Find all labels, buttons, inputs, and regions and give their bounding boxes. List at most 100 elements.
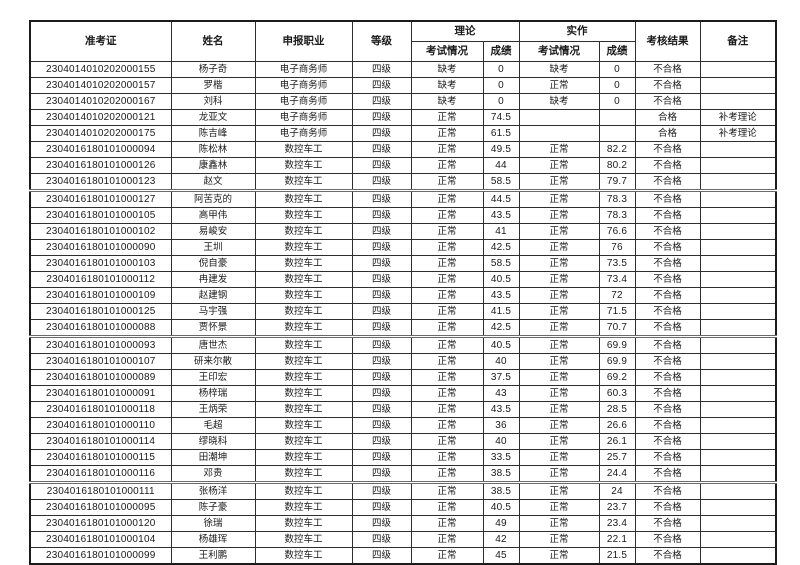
cell-practical-exam-status: 正常 bbox=[518, 417, 600, 434]
table-row: 2304014010202000157 罗楷 电子商务师 四级 缺考 0 正常 … bbox=[29, 77, 777, 94]
cell-result: 不合格 bbox=[634, 141, 701, 158]
cell-admission-number: 2304016180101000118 bbox=[29, 401, 172, 418]
cell-occupation: 数控车工 bbox=[254, 287, 353, 304]
cell-remark bbox=[699, 141, 777, 158]
cell-level: 四级 bbox=[351, 189, 412, 208]
cell-theory-score: 38.5 bbox=[482, 481, 520, 500]
cell-name: 倪自豪 bbox=[170, 255, 256, 272]
cell-remark bbox=[699, 515, 777, 532]
table-row: 2304016180101000125 马宇强 数控车工 四级 正常 41.5 … bbox=[29, 303, 777, 320]
cell-practical-score: 70.7 bbox=[598, 319, 636, 337]
cell-occupation: 数控车工 bbox=[254, 157, 353, 174]
cell-name: 缪晓科 bbox=[170, 433, 256, 450]
cell-practical-exam-status: 正常 bbox=[518, 287, 600, 304]
cell-remark bbox=[699, 353, 777, 370]
cell-name: 徐瑞 bbox=[170, 515, 256, 532]
cell-practical-score: 73.5 bbox=[598, 255, 636, 272]
col-header-practical-exam-status: 考试情况 bbox=[518, 41, 600, 62]
cell-name: 冉建发 bbox=[170, 271, 256, 288]
cell-result: 不合格 bbox=[634, 385, 701, 402]
cell-practical-exam-status: 正常 bbox=[518, 515, 600, 532]
cell-practical-score bbox=[598, 125, 636, 142]
cell-result: 不合格 bbox=[634, 335, 701, 354]
cell-level: 四级 bbox=[351, 207, 412, 224]
cell-name: 易峻安 bbox=[170, 223, 256, 240]
cell-admission-number: 2304016180101000126 bbox=[29, 157, 172, 174]
cell-level: 四级 bbox=[351, 515, 412, 532]
cell-admission-number: 2304016180101000110 bbox=[29, 417, 172, 434]
cell-theory-exam-status: 正常 bbox=[410, 417, 484, 434]
cell-theory-exam-status: 正常 bbox=[410, 385, 484, 402]
cell-theory-score: 61.5 bbox=[482, 125, 520, 142]
cell-practical-score: 76.6 bbox=[598, 223, 636, 240]
cell-level: 四级 bbox=[351, 353, 412, 370]
cell-theory-exam-status: 正常 bbox=[410, 141, 484, 158]
cell-occupation: 数控车工 bbox=[254, 173, 353, 191]
cell-practical-score: 21.5 bbox=[598, 547, 636, 565]
cell-practical-exam-status: 正常 bbox=[518, 157, 600, 174]
table-row: 2304016180101000112 冉建发 数控车工 四级 正常 40.5 … bbox=[29, 271, 777, 288]
cell-theory-score: 38.5 bbox=[482, 465, 520, 483]
cell-admission-number: 2304016180101000094 bbox=[29, 141, 172, 158]
table-row: 2304016180101000091 杨梓瑞 数控车工 四级 正常 43 正常… bbox=[29, 385, 777, 402]
cell-admission-number: 2304014010202000157 bbox=[29, 77, 172, 94]
cell-practical-score: 0 bbox=[598, 77, 636, 94]
cell-admission-number: 2304016180101000104 bbox=[29, 531, 172, 548]
cell-level: 四级 bbox=[351, 141, 412, 158]
cell-practical-exam-status: 正常 bbox=[518, 77, 600, 94]
cell-theory-score: 40 bbox=[482, 353, 520, 370]
cell-theory-exam-status: 正常 bbox=[410, 515, 484, 532]
cell-remark bbox=[699, 93, 777, 110]
cell-name: 毛超 bbox=[170, 417, 256, 434]
cell-name: 罗楷 bbox=[170, 77, 256, 94]
cell-practical-exam-status: 正常 bbox=[518, 255, 600, 272]
cell-level: 四级 bbox=[351, 61, 412, 78]
cell-theory-score: 40 bbox=[482, 433, 520, 450]
cell-name: 王圳 bbox=[170, 239, 256, 256]
cell-practical-score: 82.2 bbox=[598, 141, 636, 158]
cell-result: 合格 bbox=[634, 109, 701, 126]
cell-practical-exam-status: 正常 bbox=[518, 271, 600, 288]
table-row: 2304016180101000099 王利鹏 数控车工 四级 正常 45 正常… bbox=[29, 547, 777, 565]
table-row: 2304016180101000127 阿苦克的 数控车工 四级 正常 44.5… bbox=[29, 189, 777, 208]
table-row: 2304016180101000126 康鑫林 数控车工 四级 正常 44 正常… bbox=[29, 157, 777, 174]
cell-practical-exam-status: 正常 bbox=[518, 401, 600, 418]
cell-occupation: 数控车工 bbox=[254, 319, 353, 337]
cell-practical-exam-status: 缺考 bbox=[518, 93, 600, 110]
cell-result: 不合格 bbox=[634, 303, 701, 320]
cell-level: 四级 bbox=[351, 547, 412, 565]
table-row: 2304016180101000107 研来尔散 数控车工 四级 正常 40 正… bbox=[29, 353, 777, 370]
table-row: 2304014010202000155 杨子奇 电子商务师 四级 缺考 0 缺考… bbox=[29, 61, 777, 78]
cell-remark bbox=[699, 465, 777, 483]
cell-name: 杨梓瑞 bbox=[170, 385, 256, 402]
cell-remark bbox=[699, 531, 777, 548]
cell-occupation: 数控车工 bbox=[254, 369, 353, 386]
cell-admission-number: 2304016180101000105 bbox=[29, 207, 172, 224]
cell-name: 杨子奇 bbox=[170, 61, 256, 78]
cell-level: 四级 bbox=[351, 287, 412, 304]
cell-remark bbox=[699, 255, 777, 272]
col-header-remark: 备注 bbox=[699, 20, 777, 62]
results-table: 准考证 姓名 申报职业 等级 理论 实作 考核结果 备注 考试情况 成绩 考试情… bbox=[29, 20, 777, 565]
cell-theory-score: 0 bbox=[482, 93, 520, 110]
cell-practical-score: 73.4 bbox=[598, 271, 636, 288]
cell-occupation: 数控车工 bbox=[254, 547, 353, 565]
table-row: 2304016180101000104 杨雄珲 数控车工 四级 正常 42 正常… bbox=[29, 531, 777, 548]
cell-theory-score: 42.5 bbox=[482, 239, 520, 256]
cell-result: 不合格 bbox=[634, 449, 701, 466]
cell-remark bbox=[699, 335, 777, 354]
table-row: 2304016180101000103 倪自豪 数控车工 四级 正常 58.5 … bbox=[29, 255, 777, 272]
cell-remark bbox=[699, 499, 777, 516]
cell-remark bbox=[699, 481, 777, 500]
cell-admission-number: 2304014010202000175 bbox=[29, 125, 172, 142]
cell-theory-score: 40.5 bbox=[482, 499, 520, 516]
cell-result: 不合格 bbox=[634, 189, 701, 208]
cell-theory-exam-status: 正常 bbox=[410, 287, 484, 304]
cell-theory-exam-status: 缺考 bbox=[410, 61, 484, 78]
cell-name: 贾怀景 bbox=[170, 319, 256, 337]
cell-theory-exam-status: 正常 bbox=[410, 173, 484, 191]
cell-level: 四级 bbox=[351, 449, 412, 466]
cell-theory-exam-status: 正常 bbox=[410, 499, 484, 516]
table-row: 2304016180101000111 张杨洋 数控车工 四级 正常 38.5 … bbox=[29, 481, 777, 500]
